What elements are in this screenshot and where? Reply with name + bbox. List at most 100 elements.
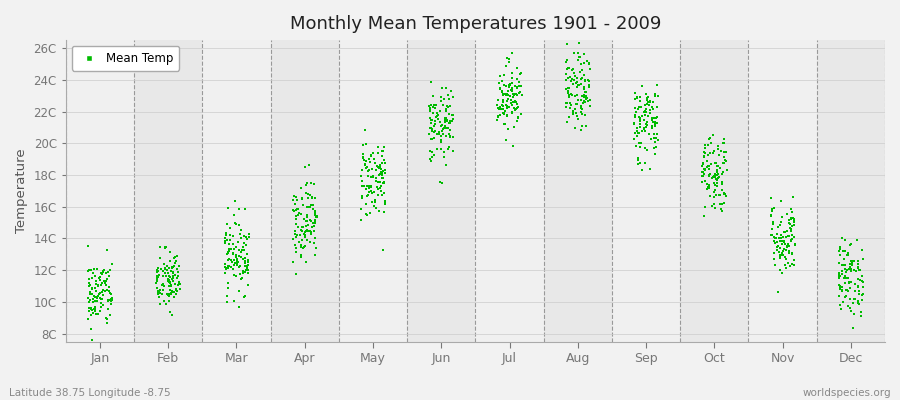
Point [573,127,588,133]
Point [782,220,796,226]
Point [644,104,659,110]
Point [149,276,164,283]
Point [165,264,179,271]
Point [442,144,456,150]
Point [716,169,730,176]
Point [853,312,868,319]
Point [374,185,388,192]
Point [159,263,174,269]
Point [232,231,247,238]
Point [104,301,119,307]
Point [763,231,778,238]
Point [434,123,448,129]
Point [293,242,308,248]
Point [161,278,176,284]
Point [712,152,726,158]
Point [359,212,374,219]
Point [774,232,788,238]
Point [628,142,643,149]
Point [356,153,370,160]
Point [840,287,854,294]
Point [644,117,659,123]
Point [232,303,247,310]
Point [696,163,710,170]
Point [709,171,724,178]
Point [375,160,390,166]
Point [87,307,102,314]
Point [508,106,523,112]
Point [492,85,507,92]
Point [646,106,661,112]
Point [423,156,437,162]
Point [706,174,720,180]
Point [639,123,653,130]
Point [645,119,660,126]
Point [155,282,169,288]
Point [230,258,244,264]
Point [701,184,716,190]
Point [103,297,117,304]
Point [841,251,855,258]
Point [852,301,867,307]
Point [226,233,240,240]
Point [633,98,647,104]
Point [90,294,104,301]
Point [372,172,386,178]
Point [359,211,374,218]
Point [572,40,586,46]
Point [291,212,305,218]
Point [707,201,722,208]
Point [505,87,519,94]
Point [89,281,104,288]
Point [572,53,587,60]
Point [648,92,662,99]
Point [233,249,248,255]
Point [579,96,593,103]
Point [425,136,439,142]
Point [230,259,245,265]
Point [493,112,508,118]
Point [101,297,115,304]
Point [292,239,306,246]
Point [788,221,802,228]
Point [715,181,729,188]
Point [506,94,520,100]
Point [562,65,576,71]
Point [837,248,851,255]
Point [290,232,304,238]
Point [373,164,387,170]
Point [422,131,436,137]
Point [579,89,593,95]
Point [303,192,318,199]
Point [165,288,179,294]
Point [365,173,380,179]
Point [237,270,251,276]
Point [219,230,233,236]
Point [356,154,370,160]
Point [832,274,846,281]
Point [173,280,187,287]
Point [574,74,589,81]
Point [232,206,247,212]
Point [85,291,99,297]
Point [777,246,791,252]
Point [772,253,787,260]
Point [835,288,850,294]
Title: Monthly Mean Temperatures 1901 - 2009: Monthly Mean Temperatures 1901 - 2009 [290,15,662,33]
Point [707,182,722,188]
Point [770,239,785,246]
Point [222,256,237,263]
Point [104,297,119,304]
Point [241,282,256,288]
Point [635,82,650,89]
Point [844,262,859,269]
Point [631,106,645,112]
Point [374,166,388,173]
Point [220,265,235,271]
Point [149,274,164,281]
Point [498,121,512,127]
Point [81,305,95,311]
Point [709,167,724,174]
Point [372,165,386,172]
Point [508,91,523,98]
